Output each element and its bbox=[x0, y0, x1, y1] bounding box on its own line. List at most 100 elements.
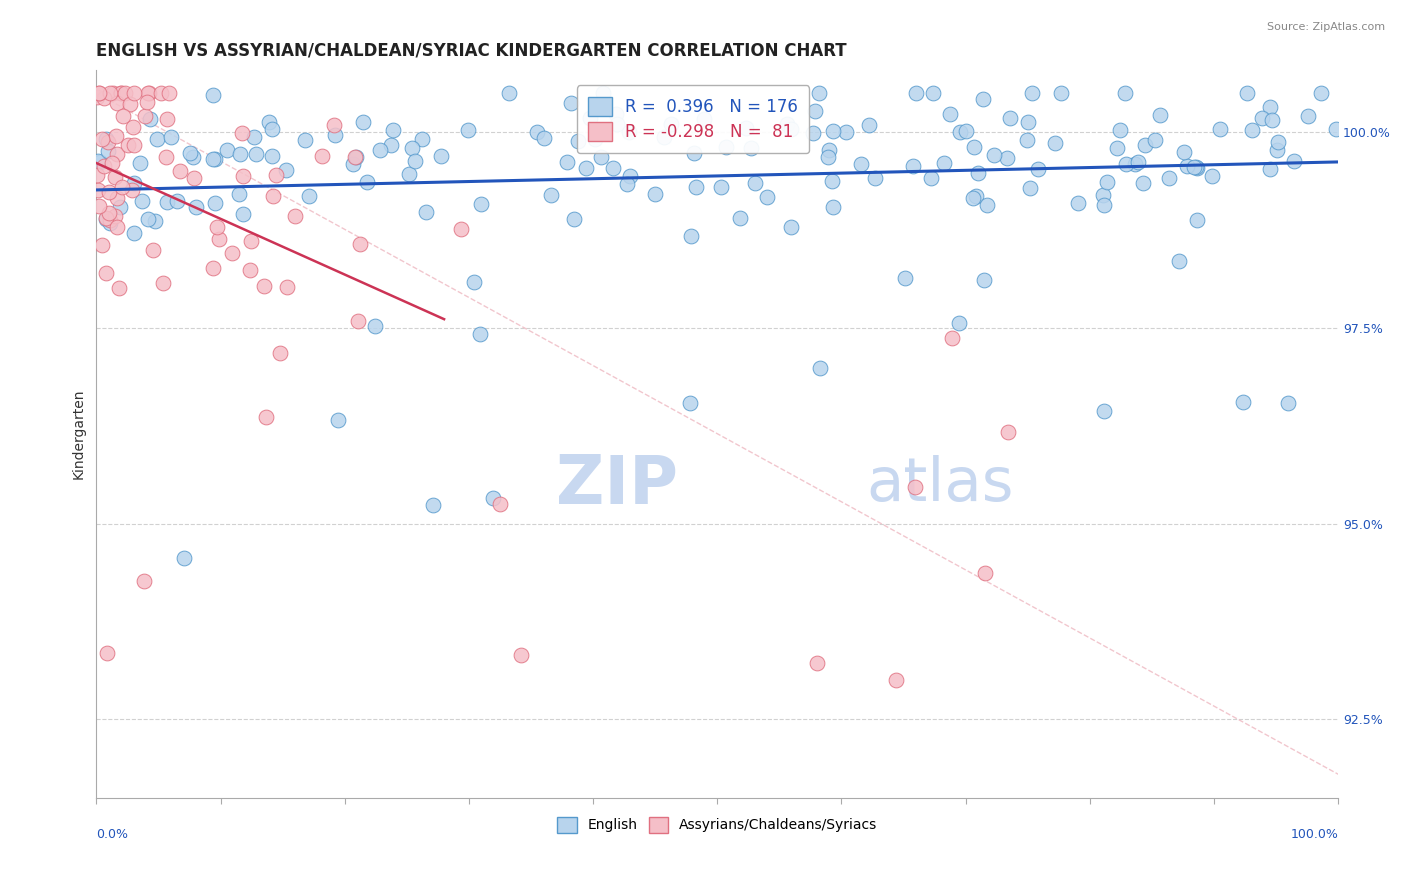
Point bbox=[356, 175, 378, 189]
Point bbox=[136, 211, 159, 226]
Point bbox=[835, 125, 858, 139]
Point bbox=[166, 194, 188, 209]
Y-axis label: Kindergarten: Kindergarten bbox=[72, 388, 86, 479]
Point bbox=[98, 86, 121, 100]
Point bbox=[239, 235, 262, 249]
Point bbox=[94, 211, 117, 225]
Point bbox=[818, 144, 841, 158]
Point bbox=[1132, 177, 1154, 191]
Point bbox=[1157, 171, 1180, 186]
Point bbox=[976, 198, 998, 212]
Point bbox=[973, 566, 995, 581]
Point bbox=[1296, 109, 1319, 123]
Point bbox=[562, 211, 585, 226]
Point bbox=[110, 86, 132, 100]
Point bbox=[98, 206, 121, 220]
Point bbox=[679, 396, 702, 410]
Point bbox=[817, 151, 839, 165]
Point bbox=[398, 167, 420, 181]
Point bbox=[939, 107, 962, 121]
Point bbox=[533, 131, 555, 145]
Point bbox=[1173, 145, 1195, 159]
Point bbox=[221, 245, 243, 260]
Point bbox=[904, 480, 927, 494]
Point bbox=[264, 168, 287, 182]
Point bbox=[470, 196, 492, 211]
Point bbox=[352, 115, 374, 129]
Point bbox=[257, 114, 280, 128]
Point bbox=[574, 161, 596, 175]
Point bbox=[101, 86, 124, 100]
Point bbox=[616, 177, 638, 191]
Point bbox=[1067, 195, 1090, 210]
Point bbox=[134, 109, 156, 123]
Point bbox=[183, 171, 205, 186]
Point bbox=[1282, 153, 1305, 168]
Point bbox=[145, 214, 167, 228]
Point bbox=[253, 278, 276, 293]
Point bbox=[430, 149, 453, 163]
Point bbox=[87, 86, 110, 100]
Point bbox=[1114, 86, 1136, 100]
Point bbox=[347, 313, 370, 327]
Point bbox=[579, 111, 602, 125]
Point bbox=[1123, 157, 1146, 171]
Point bbox=[801, 126, 824, 140]
Point bbox=[96, 646, 118, 660]
Point bbox=[1149, 108, 1171, 122]
Point bbox=[401, 141, 423, 155]
Point bbox=[1092, 188, 1115, 202]
Point bbox=[86, 168, 108, 182]
Point bbox=[555, 155, 578, 169]
Point bbox=[243, 129, 266, 144]
Point bbox=[948, 316, 970, 330]
Point bbox=[1021, 86, 1043, 100]
Point bbox=[589, 150, 612, 164]
Point bbox=[422, 499, 444, 513]
Point bbox=[998, 111, 1021, 125]
Point bbox=[100, 213, 122, 227]
Point bbox=[955, 124, 977, 138]
Point bbox=[110, 86, 132, 100]
Point bbox=[1144, 133, 1167, 147]
Point bbox=[1043, 136, 1066, 150]
Point bbox=[262, 189, 284, 203]
Point bbox=[284, 209, 307, 223]
Point bbox=[136, 86, 159, 100]
Point bbox=[179, 145, 201, 160]
Point bbox=[1175, 159, 1198, 173]
Point bbox=[1310, 86, 1333, 100]
Point bbox=[995, 152, 1018, 166]
Text: Source: ZipAtlas.com: Source: ZipAtlas.com bbox=[1267, 22, 1385, 32]
Point bbox=[803, 103, 825, 118]
Point bbox=[149, 86, 172, 100]
Point bbox=[894, 271, 917, 285]
Point bbox=[86, 89, 108, 103]
Point bbox=[728, 211, 751, 226]
Point bbox=[382, 123, 405, 137]
Point bbox=[679, 228, 702, 243]
Point bbox=[756, 190, 779, 204]
Point bbox=[228, 187, 250, 202]
Point bbox=[368, 143, 391, 157]
Point bbox=[652, 130, 675, 145]
Point bbox=[605, 107, 627, 121]
Point bbox=[328, 413, 350, 427]
Point bbox=[415, 205, 437, 219]
Point bbox=[619, 169, 641, 184]
Point bbox=[1050, 86, 1073, 100]
Point bbox=[138, 86, 160, 100]
Point bbox=[606, 117, 628, 131]
Point bbox=[97, 135, 120, 149]
Point bbox=[1324, 122, 1347, 136]
Point bbox=[239, 263, 262, 277]
Point bbox=[89, 155, 111, 169]
Point bbox=[949, 125, 972, 139]
Point bbox=[262, 148, 284, 162]
Point bbox=[122, 176, 145, 190]
Point bbox=[205, 219, 228, 234]
Point bbox=[849, 157, 872, 171]
Point bbox=[997, 425, 1019, 439]
Text: ZIP: ZIP bbox=[555, 451, 678, 517]
Point bbox=[298, 188, 321, 202]
